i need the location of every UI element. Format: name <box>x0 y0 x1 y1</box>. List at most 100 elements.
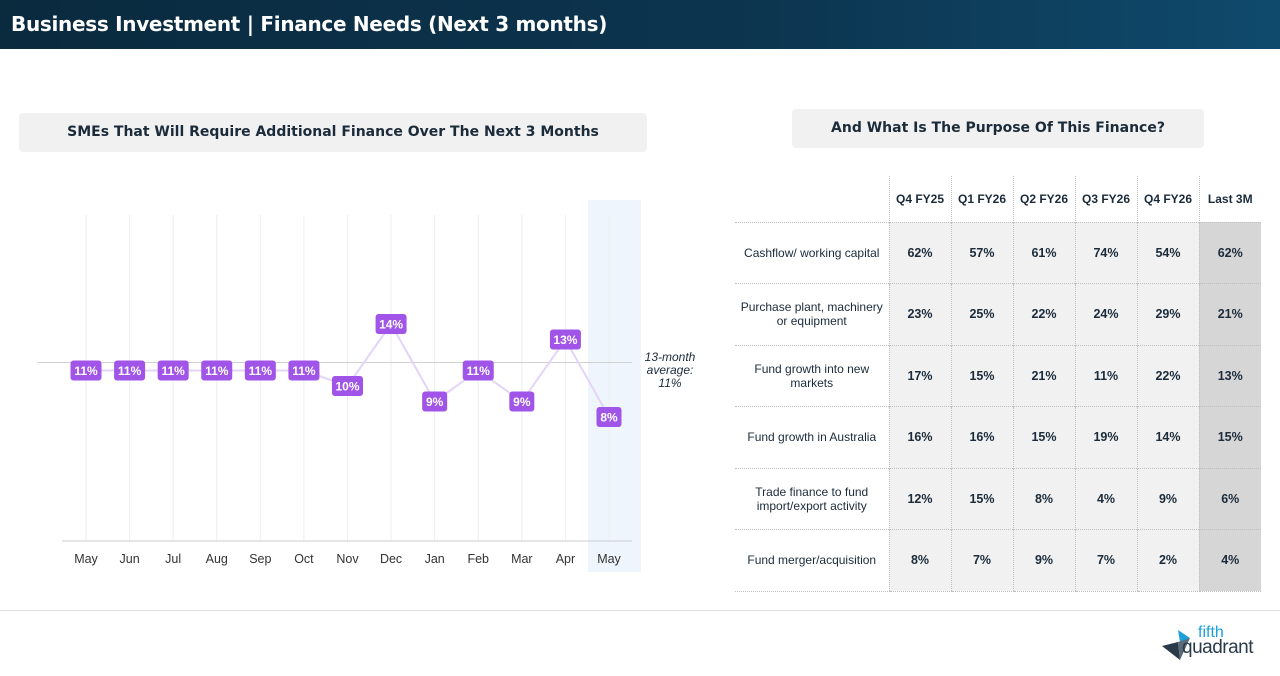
data-point-label-bg <box>375 314 407 334</box>
table-cell: 21% <box>1198 283 1261 345</box>
data-point-label-bg <box>332 376 363 396</box>
data-point-label: 9% <box>513 395 531 409</box>
data-point-label-bg <box>201 360 233 381</box>
table-cell: 19% <box>1074 406 1137 468</box>
column-header-1: Q1 FY26 <box>950 176 1013 222</box>
x-tick-label: Jan <box>425 552 445 566</box>
table-row: Fund growth in Australia 16% 16% 15% 19% 14% 1… <box>735 406 1261 468</box>
data-point-label: 11% <box>292 364 316 378</box>
data-point-label: 11% <box>161 364 185 378</box>
data-point-label: 14% <box>379 318 403 332</box>
column-header-4: Q4 FY26 <box>1136 176 1199 222</box>
data-point-label-bg <box>288 360 320 381</box>
row-label-header <box>735 176 889 222</box>
data-point-label-bg <box>157 360 189 381</box>
x-tick-label: Jun <box>120 552 140 566</box>
table-cell: 61% <box>1012 221 1075 284</box>
data-point-label: 13% <box>553 333 577 347</box>
page-title: Business Investment | Finance Needs (Nex… <box>11 12 608 36</box>
row-label: Fund merger/acquisition <box>735 529 889 592</box>
table-cell: 16% <box>950 406 1013 468</box>
logo-text-quadrant: quadrant <box>1182 637 1254 658</box>
x-tick-label: Nov <box>336 552 359 566</box>
title-bar: Business Investment | Finance Needs (Nex… <box>0 0 1280 49</box>
table-cell: 9% <box>1012 529 1075 592</box>
data-point-label-bg <box>114 360 146 381</box>
table-cell: 54% <box>1136 221 1199 284</box>
fifth-quadrant-logo-icon <box>1162 630 1190 660</box>
average-annotation-line: 11% <box>658 376 681 390</box>
left-section-heading: SMEs That Will Require Additional Financ… <box>19 113 647 152</box>
table-cell: 74% <box>1074 221 1137 284</box>
data-point-label: 11% <box>205 364 229 378</box>
average-annotation-line: average: <box>647 363 694 377</box>
table-cell: 22% <box>1012 283 1075 345</box>
table-cell: 21% <box>1012 344 1075 407</box>
x-tick-label: Apr <box>556 552 575 566</box>
x-tick-label: Oct <box>294 552 314 566</box>
row-label: Purchase plant, machinery or equipment <box>735 283 889 345</box>
table-cell: 29% <box>1136 283 1199 345</box>
row-label: Trade finance to fund import/export acti… <box>735 467 889 530</box>
table-cell: 6% <box>1198 467 1261 530</box>
footer-divider <box>0 610 1280 611</box>
data-point-label: 11% <box>249 364 273 378</box>
table-cell: 15% <box>950 467 1013 530</box>
table-cell: 22% <box>1136 344 1199 407</box>
row-label: Cashflow/ working capital <box>735 221 889 284</box>
table-row: Trade finance to fund import/export acti… <box>735 467 1261 530</box>
table-cell: 7% <box>950 529 1013 592</box>
table-cell: 62% <box>1198 221 1261 284</box>
data-point-label-bg <box>70 360 102 381</box>
table-row: Fund merger/acquisition 8% 7% 9% 7% 2% 4% <box>735 529 1261 592</box>
data-point-label: 11% <box>118 364 142 378</box>
table-cell: 23% <box>888 283 951 345</box>
table-header-row: Q4 FY25 Q1 FY26 Q2 FY26 Q3 FY26 Q4 FY26 Last … <box>735 176 1261 222</box>
table-cell: 57% <box>950 221 1013 284</box>
column-header-5: Last 3M <box>1198 176 1261 222</box>
average-annotation-line: 13-month <box>645 350 696 364</box>
table-cell: 9% <box>1136 467 1199 530</box>
table-row: Cashflow/ working capital 62% 57% 61% 74% 54%… <box>735 221 1261 284</box>
data-point-label: 11% <box>74 364 98 378</box>
table-cell: 24% <box>1074 283 1137 345</box>
data-point-label: 9% <box>426 395 444 409</box>
table-cell: 25% <box>950 283 1013 345</box>
x-tick-label: Sep <box>249 552 271 566</box>
data-point-label: 10% <box>335 380 359 394</box>
table-cell: 14% <box>1136 406 1199 468</box>
table-row: Purchase plant, machinery or equipment 23… <box>735 283 1261 345</box>
column-header-3: Q3 FY26 <box>1074 176 1137 222</box>
table-cell: 15% <box>1012 406 1075 468</box>
x-tick-label: May <box>74 552 98 566</box>
x-tick-label: Aug <box>206 552 228 566</box>
finance-purpose-table: Q4 FY25 Q1 FY26 Q2 FY26 Q3 FY26 Q4 FY26 Last … <box>735 176 1261 592</box>
table-cell: 13% <box>1198 344 1261 407</box>
table-cell: 15% <box>1198 406 1261 468</box>
table-cell: 17% <box>888 344 951 407</box>
table-row: Fund growth into new markets 17% 15% 21% 11%… <box>735 344 1261 407</box>
x-tick-label: Feb <box>467 552 489 566</box>
data-point-label-bg <box>596 407 622 427</box>
table-cell: 62% <box>888 221 951 284</box>
column-header-0: Q4 FY25 <box>888 176 951 222</box>
table-cell: 4% <box>1074 467 1137 530</box>
x-tick-label: Dec <box>380 552 402 566</box>
table-cell: 7% <box>1074 529 1137 592</box>
row-label: Fund growth in Australia <box>735 406 889 468</box>
x-tick-label: Mar <box>511 552 533 566</box>
fifth-quadrant-logo: fifth quadrant <box>1160 624 1270 662</box>
right-section-heading: And What Is The Purpose Of This Finance? <box>792 109 1204 148</box>
row-label: Fund growth into new markets <box>735 344 889 407</box>
data-point-label-bg <box>422 391 448 412</box>
logo-text-fifth: fifth <box>1198 624 1224 641</box>
table-cell: 4% <box>1198 529 1261 592</box>
table-cell: 16% <box>888 406 951 468</box>
table-cell: 8% <box>888 529 951 592</box>
data-point-label-bg <box>549 329 581 350</box>
table-cell: 8% <box>1012 467 1075 530</box>
data-point-label-bg <box>509 391 535 412</box>
data-point-label-bg <box>462 360 494 381</box>
table-cell: 15% <box>950 344 1013 407</box>
